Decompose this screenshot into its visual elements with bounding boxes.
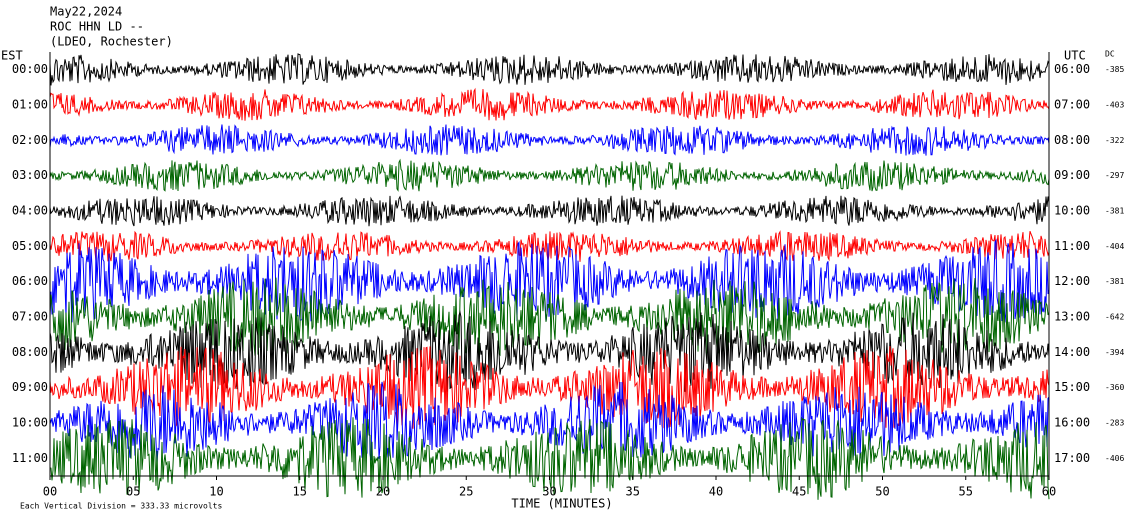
utc-label: 16:00 <box>1054 416 1090 430</box>
utc-label: 14:00 <box>1054 345 1090 359</box>
dc-label: -406 <box>1105 454 1124 463</box>
x-tick-label: 15 <box>293 485 307 499</box>
right-axis-label: UTC <box>1064 49 1086 63</box>
x-tick-label: 60 <box>1042 485 1056 499</box>
x-tick-label: 55 <box>959 485 973 499</box>
dc-label: -385 <box>1105 65 1124 74</box>
dc-label: -642 <box>1105 313 1124 322</box>
dc-label: -360 <box>1105 383 1124 392</box>
est-label: 01:00 <box>12 98 48 112</box>
x-tick-label: 10 <box>209 485 223 499</box>
utc-label: 07:00 <box>1054 98 1090 112</box>
x-tick-label: 20 <box>376 485 390 499</box>
dc-label: -283 <box>1105 419 1124 428</box>
utc-label: 13:00 <box>1054 310 1090 324</box>
utc-label: 12:00 <box>1054 274 1090 288</box>
x-tick-label: 50 <box>875 485 889 499</box>
left-axis-label: EST <box>1 49 23 63</box>
est-label: 06:00 <box>12 274 48 288</box>
x-tick-label: 30 <box>542 485 556 499</box>
trace <box>49 53 1050 86</box>
est-label: 00:00 <box>12 62 48 76</box>
offset-label: DC <box>1105 50 1115 59</box>
x-tick-label: 25 <box>459 485 473 499</box>
x-tick-label: 00 <box>43 485 57 499</box>
dc-label: -322 <box>1105 136 1124 145</box>
title-line: ROC HHN LD -- <box>50 20 144 34</box>
trace <box>49 87 1050 121</box>
dc-label: -297 <box>1105 171 1124 180</box>
dc-label: -403 <box>1105 101 1124 110</box>
est-label: 10:00 <box>12 416 48 430</box>
x-tick-label: 40 <box>709 485 723 499</box>
dc-label: -394 <box>1105 348 1124 357</box>
dc-label: -381 <box>1105 207 1124 216</box>
utc-label: 08:00 <box>1054 133 1090 147</box>
est-label: 09:00 <box>12 380 48 394</box>
est-label: 04:00 <box>12 204 48 218</box>
dc-label: -404 <box>1105 242 1124 251</box>
est-label: 05:00 <box>12 239 48 253</box>
title-line: (LDEO, Rochester) <box>50 35 173 49</box>
x-tick-label: 35 <box>626 485 640 499</box>
utc-label: 11:00 <box>1054 239 1090 253</box>
dc-label: -381 <box>1105 277 1124 286</box>
est-label: 02:00 <box>12 133 48 147</box>
est-label: 03:00 <box>12 168 48 182</box>
trace <box>49 381 1050 464</box>
trace <box>49 416 1050 500</box>
utc-label: 17:00 <box>1054 451 1090 465</box>
footer: Each Vertical Division = 333.33 microvol… <box>20 502 222 511</box>
trace <box>49 195 1050 227</box>
utc-label: 06:00 <box>1054 62 1090 76</box>
utc-label: 09:00 <box>1054 168 1090 182</box>
x-axis-label: TIME (MINUTES) <box>511 497 612 511</box>
est-label: 07:00 <box>12 310 48 324</box>
trace <box>49 310 1050 393</box>
trace <box>49 230 1050 263</box>
trace <box>49 158 1050 192</box>
x-tick-label: 05 <box>126 485 140 499</box>
traces <box>49 53 1050 500</box>
trace <box>49 124 1050 156</box>
utc-label: 10:00 <box>1054 204 1090 218</box>
x-tick-label: 45 <box>792 485 806 499</box>
title-line: May22,2024 <box>50 5 122 19</box>
utc-label: 15:00 <box>1054 380 1090 394</box>
est-label: 08:00 <box>12 345 48 359</box>
est-label: 11:00 <box>12 451 48 465</box>
